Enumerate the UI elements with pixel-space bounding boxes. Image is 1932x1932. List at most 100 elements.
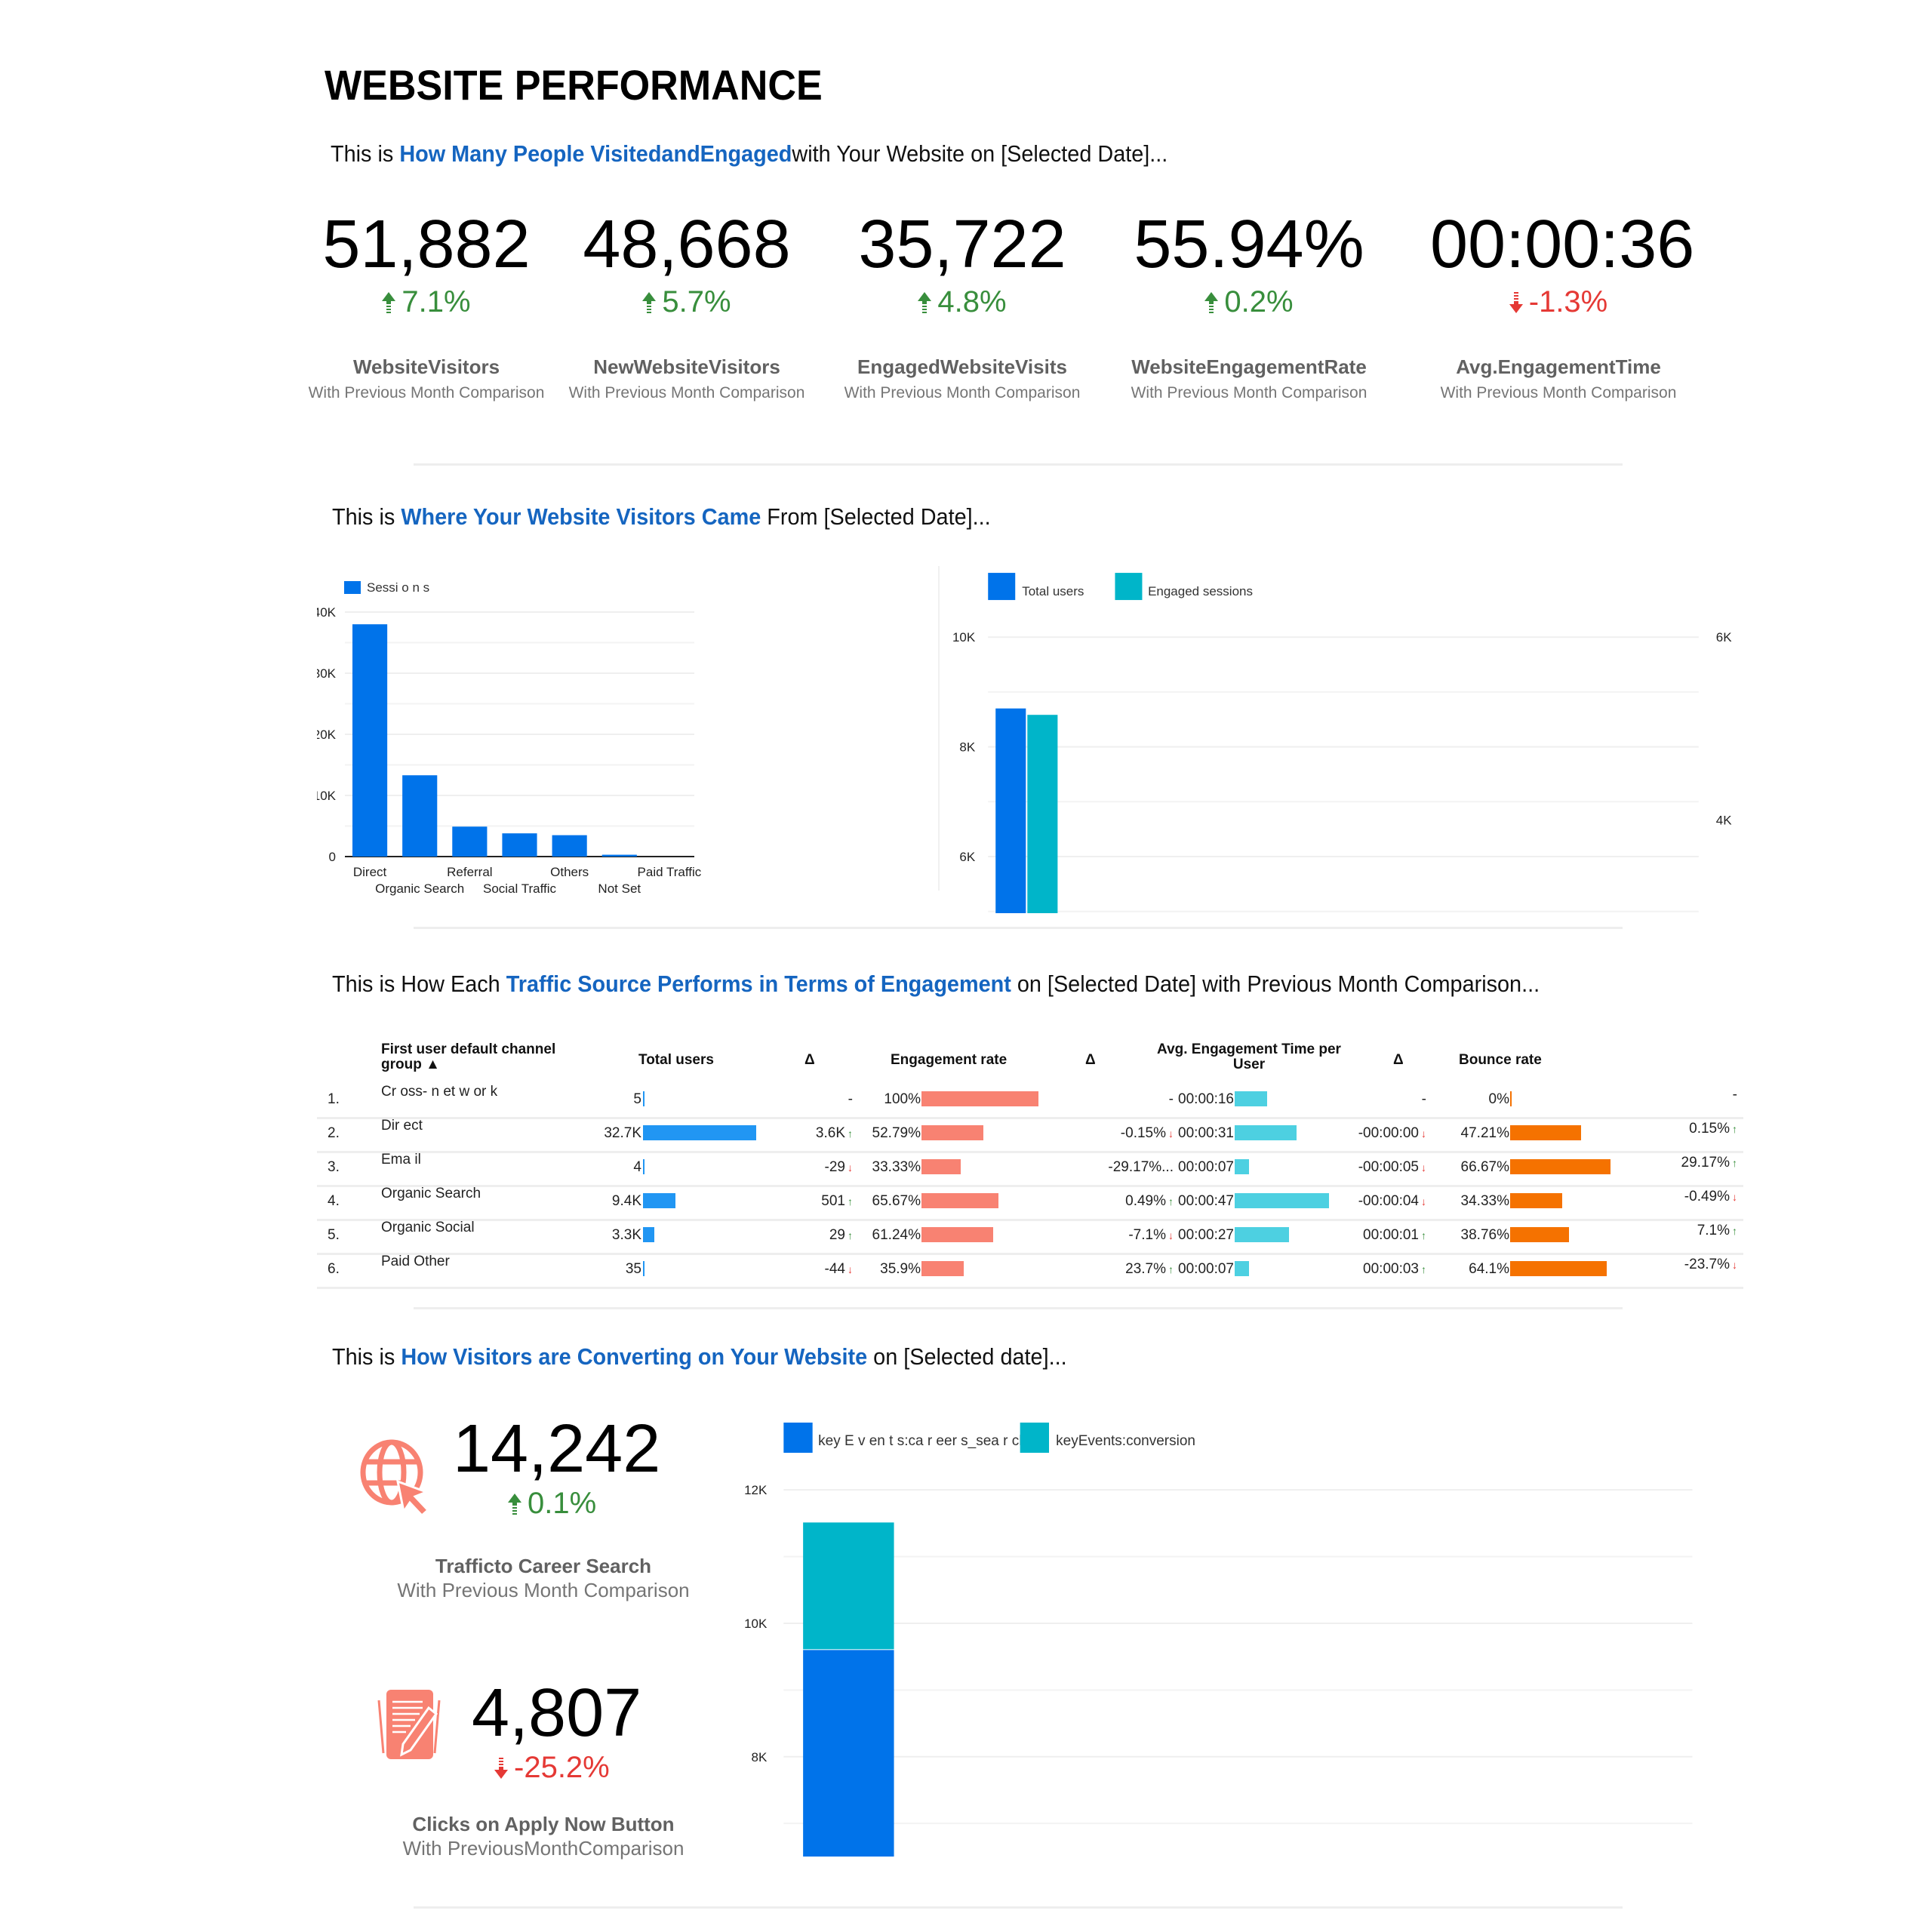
table-row[interactable]: 2. Dir ect 32.7K 3.6K ↑ 52.79% -0.15% ↓ 00:00:31… — [317, 1118, 1743, 1153]
col-header-total-users[interactable]: Total users — [638, 1052, 714, 1068]
career-search-delta: 0.1% — [508, 1487, 596, 1521]
row-index: 2. — [328, 1125, 340, 1141]
delta-text: -25.2% — [514, 1751, 610, 1784]
bounce-rate-bar — [1510, 1125, 1582, 1140]
avg-time-bar — [1235, 1125, 1297, 1140]
table-row[interactable]: 1. Cr oss- n et w or k 5-100% -00:00:16-0% - — [317, 1084, 1743, 1119]
kpi-value: 55.94% — [1134, 207, 1364, 282]
page-title: WEBSITE PERFORMANCE — [325, 61, 823, 109]
delta-text: -44 — [824, 1261, 845, 1277]
bar-total-users[interactable] — [995, 708, 1026, 913]
bar-sessions[interactable] — [402, 775, 438, 857]
kpi-label: WebsiteEngagementRate — [1131, 355, 1367, 378]
bar-sessions[interactable] — [601, 854, 637, 857]
avg-time-delta: - — [1298, 1091, 1426, 1108]
delta-text: -0.49% — [1684, 1189, 1730, 1204]
section-divider — [414, 927, 1623, 929]
total-users-value: 32.7K — [604, 1125, 641, 1141]
channel-name[interactable]: Organic Social — [381, 1220, 475, 1235]
delta-text: -00:00:05 — [1358, 1159, 1419, 1175]
total-users-bar — [643, 1159, 645, 1174]
avg-time-value: 00:00:27 — [1178, 1227, 1234, 1243]
arrow-up-icon — [642, 292, 657, 314]
kpi-label: Avg.EngagementTime — [1456, 355, 1661, 378]
avg-time-bar — [1235, 1091, 1267, 1106]
engagement-rate-bar — [921, 1227, 993, 1242]
section-conversion-heading: This is How Visitors are Converting on Y… — [332, 1343, 1067, 1371]
delta-text: 29 — [829, 1227, 845, 1243]
table-row[interactable]: 6. Paid Other 35 -44 ↓ 35.9% 23.7% ↑ 00:00:07 00:… — [317, 1254, 1743, 1289]
delta-text: 23.7% — [1125, 1261, 1166, 1277]
col-header-channel[interactable]: First user default channel group ▲ — [381, 1041, 556, 1072]
bounce-rate-delta: - — [1555, 1087, 1737, 1103]
table-row[interactable]: 4. Organic Search 9.4K 501 ↑ 65.67% 0.49% ↑ 00:0… — [317, 1186, 1743, 1221]
col-header-delta-time[interactable]: Δ — [1393, 1052, 1404, 1068]
arrow-up-icon: ↑ — [848, 1195, 853, 1208]
avg-time-delta: 00:00:03 ↑ — [1298, 1261, 1426, 1278]
bar-sessions[interactable] — [552, 835, 587, 857]
engagement-rate-bar — [921, 1159, 961, 1174]
channel-name[interactable]: Cr oss- n et w or k — [381, 1084, 498, 1100]
total-users-value: 4 — [633, 1159, 641, 1175]
table-row[interactable]: 5. Organic Social 3.3K 29 ↑ 61.24% -7.1% ↓ 00:00… — [317, 1220, 1743, 1255]
kpi-delta: 5.7% — [558, 285, 815, 319]
channel-name[interactable]: Paid Other — [381, 1254, 450, 1269]
delta-text: -29 — [824, 1159, 845, 1175]
section-visits-heading: This is How Many People VisitedandEngage… — [331, 140, 1168, 168]
kpi-delta-text: 0.2% — [1224, 285, 1294, 318]
bar-careers-search[interactable] — [803, 1650, 894, 1857]
delta-text: 7.1% — [1697, 1223, 1730, 1238]
total-users-delta: -29 ↓ — [785, 1159, 853, 1176]
col-header-delta-users[interactable]: Δ — [804, 1052, 815, 1068]
arrow-down-icon: ↓ — [1421, 1161, 1426, 1174]
engagement-rate-value: 52.79% — [872, 1125, 921, 1141]
bar-conversion[interactable] — [803, 1522, 894, 1650]
avg-time-delta: 00:00:01 ↑ — [1298, 1227, 1426, 1244]
y-tick-label: 20K — [317, 728, 337, 742]
y-tick-label: 8K — [752, 1750, 768, 1764]
career-search-label: Trafficto Career Search — [435, 1555, 652, 1577]
total-users-bar — [643, 1261, 645, 1276]
delta-text: 00:00:03 — [1363, 1261, 1419, 1277]
col-header-avg-time[interactable]: Avg. Engagement Time per User — [1157, 1041, 1341, 1072]
bar-sessions[interactable] — [452, 826, 488, 857]
channel-name[interactable]: Organic Search — [381, 1186, 481, 1201]
arrow-up-icon: ↑ — [1421, 1229, 1426, 1241]
arrow-up-icon — [382, 292, 396, 314]
kpi-label: EngagedWebsiteVisits — [857, 355, 1067, 378]
bar-engaged-sessions[interactable] — [1027, 715, 1058, 913]
avg-time-value: 00:00:07 — [1178, 1261, 1234, 1277]
channel-name[interactable]: Dir ect — [381, 1118, 423, 1134]
channel-name[interactable]: Ema il — [381, 1152, 421, 1168]
total-users-delta: -44 ↓ — [785, 1261, 853, 1278]
heading-highlight: How Many People VisitedandEngaged — [399, 140, 792, 167]
apply-now-value: 4,807 — [472, 1675, 642, 1751]
bar-sessions[interactable] — [352, 624, 388, 857]
arrow-down-icon — [494, 1758, 508, 1780]
col-header-bounce-rate[interactable]: Bounce rate — [1459, 1052, 1542, 1068]
table-row[interactable]: 3. Ema il 4 -29 ↓ 33.33% -29.17%... 00:00:07 -00… — [317, 1152, 1743, 1187]
row-index: 5. — [328, 1227, 340, 1243]
x-tick-label: Social Traffic — [483, 881, 557, 896]
section-engagement-heading: This is How Each Traffic Source Performs… — [332, 971, 1540, 998]
total-users-value: 3.3K — [611, 1227, 641, 1243]
kpi-delta: 4.8% — [834, 285, 1091, 319]
delta-text: 501 — [821, 1193, 845, 1209]
col-header-delta-engagement[interactable]: Δ — [1085, 1052, 1096, 1068]
heading-suffix: with Your Website on [Selected Date]... — [792, 140, 1168, 167]
kpi-delta: -1.3% — [1430, 285, 1687, 319]
avg-time-delta: -00:00:05 ↓ — [1298, 1159, 1426, 1176]
bar-sessions[interactable] — [502, 833, 537, 857]
avg-time-value: 00:00:47 — [1178, 1193, 1234, 1209]
kpi-card: 35,722 4.8% EngagedWebsiteVisits With Previ… — [834, 208, 1091, 403]
heading-suffix: From [Selected Date]... — [761, 503, 991, 530]
bounce-rate-bar — [1510, 1261, 1607, 1276]
arrow-up-icon: ↑ — [1732, 1123, 1737, 1135]
delta-text: 3.6K — [815, 1125, 845, 1141]
col-header-engagement-rate[interactable]: Engagement rate — [891, 1052, 1008, 1068]
engagement-rate-delta: -29.17%... — [1072, 1159, 1174, 1176]
kpi-delta-text: 5.7% — [662, 285, 731, 318]
arrow-up-icon — [1204, 292, 1219, 314]
legend-label-engaged-sessions: Engaged sessions — [1148, 584, 1253, 598]
